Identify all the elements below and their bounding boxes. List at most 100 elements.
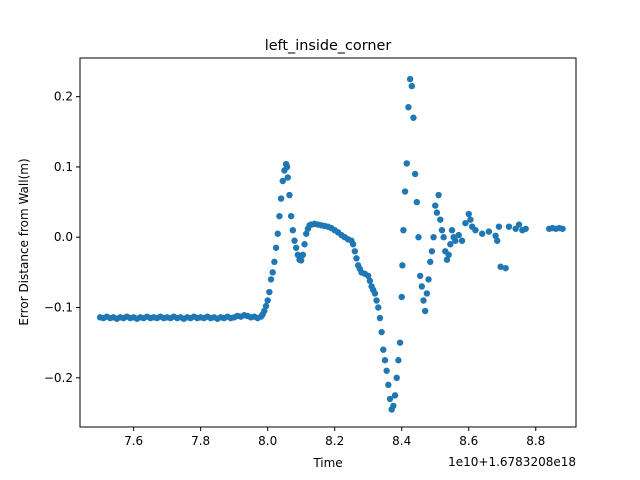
data-point [396, 339, 404, 346]
x-tick-label: 7.6 [124, 434, 143, 448]
data-point [399, 262, 406, 269]
data-point [401, 188, 409, 195]
data-point [284, 174, 291, 181]
data-point [406, 75, 414, 83]
data-point [375, 304, 382, 311]
data-point [462, 219, 469, 227]
data-point [395, 357, 402, 364]
x-tick-label: 8.6 [459, 434, 478, 448]
data-point [398, 293, 405, 301]
data-point [437, 216, 444, 223]
data-point [294, 251, 302, 258]
data-point [421, 307, 429, 315]
data-point [383, 367, 390, 374]
data-point [497, 263, 504, 270]
data-point [448, 227, 456, 234]
data-point [267, 276, 275, 283]
data-point [515, 221, 523, 228]
data-point [393, 374, 400, 381]
data-point [385, 381, 392, 389]
data-point [485, 228, 493, 235]
data-point [465, 210, 472, 218]
data-point [403, 160, 410, 167]
chart-title: left_inside_corner [265, 38, 392, 54]
data-point [289, 227, 297, 234]
data-point [378, 328, 385, 336]
data-point [420, 297, 427, 304]
data-point [410, 114, 417, 121]
y-axis-label: Error Distance from Wall(m) [17, 158, 31, 325]
data-point [277, 195, 285, 202]
data-point [351, 248, 359, 255]
data-point [276, 212, 283, 220]
data-point [423, 290, 431, 297]
data-point [262, 302, 270, 310]
y-tick-label: 0.0 [54, 230, 73, 244]
data-point [478, 230, 486, 237]
data-point [492, 232, 499, 240]
x-axis-ticks: 7.6 7.8 8.0 8.2 8.4 8.6 8.8 [124, 427, 545, 448]
data-point [430, 234, 437, 241]
data-point [559, 225, 566, 232]
data-point [380, 346, 387, 353]
data-point [438, 227, 446, 234]
data-point [447, 241, 454, 248]
data-point [386, 395, 394, 403]
data-point [440, 234, 447, 241]
data-point [376, 314, 384, 322]
data-point [502, 264, 509, 272]
data-point [427, 258, 434, 266]
data-point [261, 307, 268, 315]
data-point [505, 223, 513, 230]
y-tick-label: −0.2 [44, 371, 73, 385]
data-point [271, 258, 278, 266]
x-axis-offset-label: 1e10+1.6783208e18 [448, 455, 576, 469]
data-point [365, 272, 372, 280]
data-point [371, 290, 379, 297]
data-point [495, 223, 503, 230]
data-point [467, 216, 474, 223]
x-axis-label: Time [312, 456, 342, 470]
data-point [279, 177, 286, 185]
y-tick-label: −0.1 [44, 301, 73, 315]
data-point [287, 212, 295, 220]
data-point [445, 251, 452, 258]
x-tick-label: 8.2 [325, 434, 344, 448]
data-point [269, 269, 276, 276]
data-point [286, 191, 293, 199]
data-point [366, 277, 374, 285]
data-point [264, 297, 271, 304]
data-point [494, 237, 501, 244]
data-point [458, 237, 466, 244]
data-point [400, 227, 407, 234]
data-point [373, 297, 380, 304]
data-point [272, 244, 280, 251]
data-point [428, 248, 436, 255]
data-point [349, 241, 357, 248]
data-point [418, 283, 426, 290]
data-points [96, 75, 566, 413]
data-point [297, 257, 305, 264]
x-tick-label: 8.8 [526, 434, 545, 448]
plot-frame [79, 57, 577, 428]
data-point [472, 227, 479, 234]
data-point [274, 230, 281, 237]
data-point [353, 255, 360, 262]
data-point [292, 244, 300, 251]
data-point [433, 209, 441, 216]
data-point [425, 276, 432, 283]
data-point [408, 82, 415, 90]
x-tick-label: 8.0 [258, 434, 277, 448]
data-point [413, 198, 421, 206]
data-point [283, 163, 291, 171]
data-point [452, 237, 459, 244]
data-point [405, 104, 412, 111]
y-tick-label: 0.2 [54, 90, 73, 104]
data-point [381, 357, 389, 364]
data-point [443, 256, 451, 263]
y-axis-ticks: −0.2 −0.1 0.0 0.1 0.2 [44, 90, 80, 385]
data-point [266, 288, 273, 296]
data-point [291, 237, 298, 244]
